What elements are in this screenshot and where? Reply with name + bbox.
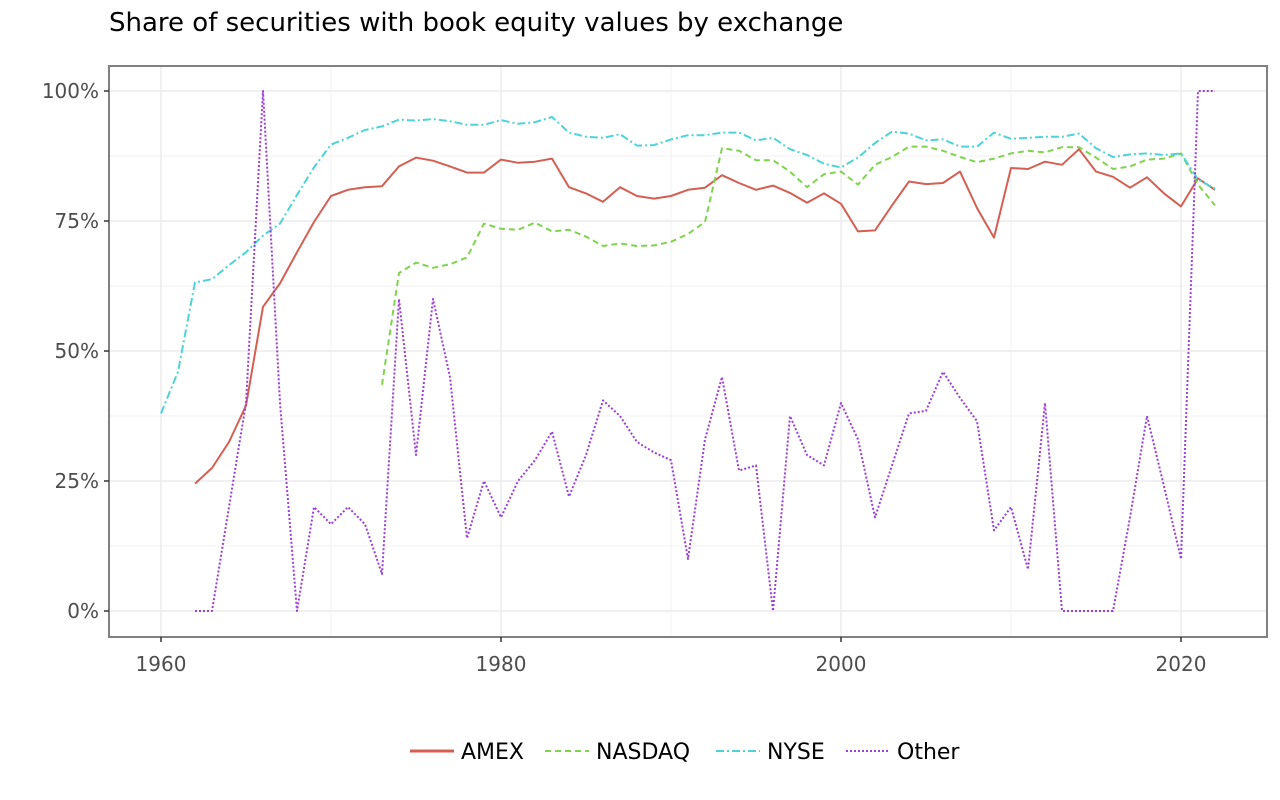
minor-gridlines — [109, 66, 1267, 637]
x-tick-label: 2000 — [816, 652, 867, 676]
series-line-amex — [194, 148, 1216, 485]
x-tick-label: 1980 — [476, 652, 527, 676]
major-gridlines — [109, 66, 1267, 637]
series-line-nasdaq — [381, 145, 1216, 385]
y-tick-label: 0% — [67, 599, 99, 623]
chart-title: Share of securities with book equity val… — [109, 8, 844, 38]
y-tick-label: 25% — [55, 469, 99, 493]
y-axis: 0% 25% 50% 75% 100% — [42, 79, 109, 623]
x-tick-label: 2020 — [1156, 652, 1207, 676]
x-tick-label: 1960 — [136, 652, 187, 676]
legend-label-other: Other — [897, 740, 960, 765]
y-tick-label: 100% — [42, 79, 99, 103]
x-axis: 1960 1980 2000 2020 — [136, 637, 1207, 676]
legend-label-nasdaq: NASDAQ — [596, 740, 690, 765]
legend: AMEX NASDAQ NYSE Other — [410, 740, 960, 765]
legend-label-amex: AMEX — [461, 740, 524, 765]
y-tick-label: 75% — [55, 209, 99, 233]
series-line-nyse — [160, 116, 1216, 414]
y-tick-label: 50% — [55, 339, 99, 363]
series-lines — [160, 90, 1216, 612]
legend-label-nyse: NYSE — [767, 740, 825, 765]
